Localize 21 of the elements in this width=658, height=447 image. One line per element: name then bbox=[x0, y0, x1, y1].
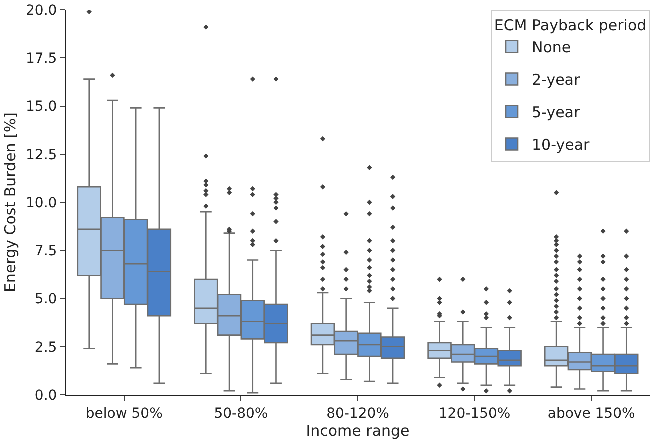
y-tick-label: 5.0 bbox=[34, 292, 58, 308]
y-tick-label: 20.0 bbox=[26, 2, 58, 19]
legend-label: 5-year bbox=[532, 104, 581, 122]
x-tick-label: 120-150% bbox=[438, 406, 511, 422]
legend-label: 2-year bbox=[532, 71, 581, 90]
x-axis-title: Income range bbox=[306, 422, 410, 440]
y-tick-label: 17.5 bbox=[26, 51, 58, 68]
x-tick-label: below 50% bbox=[86, 406, 163, 422]
legend-title: ECM Payback period bbox=[494, 16, 647, 34]
y-tick-label: 0.0 bbox=[34, 388, 58, 404]
y-tick-label: 7.5 bbox=[34, 244, 58, 260]
y-tick-label: 12.5 bbox=[26, 147, 58, 164]
legend-label: 10-year bbox=[532, 136, 591, 154]
y-tick-label: 15.0 bbox=[26, 99, 58, 116]
legend-label: None bbox=[532, 38, 572, 57]
x-tick-label: 50-80% bbox=[214, 406, 268, 422]
y-axis-title: Energy Cost Burden [%] bbox=[1, 112, 20, 293]
x-tick-label: above 150% bbox=[548, 406, 636, 422]
y-tick-label: 10.0 bbox=[26, 195, 58, 212]
x-tick-label: 80-120% bbox=[326, 406, 390, 422]
y-tick-label: 2.5 bbox=[34, 340, 58, 356]
